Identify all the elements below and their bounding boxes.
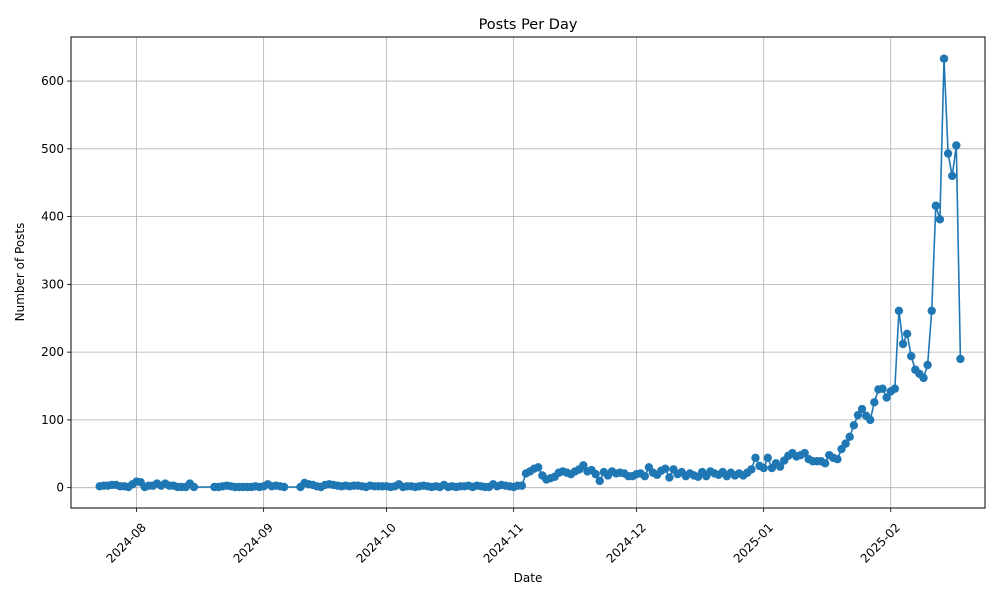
y-tick-label: 500	[41, 142, 64, 156]
data-point	[952, 141, 961, 150]
data-point	[800, 448, 809, 458]
y-tick-label: 600	[41, 74, 64, 88]
data-point	[923, 360, 932, 370]
chart-title: Posts Per Day	[479, 17, 578, 33]
grid-lines	[71, 37, 985, 508]
x-axis-label: Date	[514, 571, 543, 585]
plot-frame	[70, 36, 986, 509]
data-point	[898, 339, 908, 349]
y-axis-ticks: 0 100 200 300 400 500 600	[41, 74, 71, 495]
data-point	[890, 384, 900, 393]
data-point	[665, 473, 674, 482]
data-point	[939, 54, 949, 63]
data-point	[882, 393, 891, 402]
data-point	[902, 329, 912, 339]
data-point	[189, 482, 199, 492]
data-point	[820, 459, 830, 468]
data-point	[948, 171, 957, 181]
data-point	[927, 306, 936, 315]
data-point	[857, 404, 867, 414]
data-point	[849, 421, 859, 430]
y-tick-label: 100	[41, 413, 64, 427]
y-axis-label: Number of Posts	[13, 223, 27, 322]
data-point	[853, 410, 863, 420]
data-point	[534, 463, 543, 472]
y-tick-label: 0	[56, 481, 64, 495]
data-point	[747, 465, 756, 474]
data-point	[833, 455, 842, 464]
data-point	[894, 306, 904, 315]
y-tick-label: 400	[41, 210, 64, 224]
data-point	[841, 439, 850, 448]
data-point	[759, 463, 768, 473]
y-tick-label: 200	[41, 345, 64, 359]
data-point	[878, 384, 887, 393]
data-point	[775, 462, 785, 471]
data-point	[866, 415, 875, 425]
data-point	[919, 373, 928, 383]
data-point	[845, 432, 854, 442]
data-point	[591, 469, 600, 479]
series-layer	[95, 54, 965, 492]
data-point	[907, 352, 916, 361]
y-tick-label: 300	[41, 277, 64, 291]
data-point	[751, 453, 760, 463]
data-point	[956, 354, 965, 364]
data-point	[935, 215, 945, 224]
data-point	[517, 481, 527, 490]
data-point	[931, 201, 941, 210]
data-point	[763, 453, 772, 463]
data-point	[661, 464, 670, 473]
data-point	[279, 482, 289, 492]
data-point	[943, 149, 953, 158]
data-point	[870, 398, 879, 407]
data-point	[579, 461, 588, 470]
data-point	[595, 476, 604, 486]
data-point	[640, 471, 650, 481]
